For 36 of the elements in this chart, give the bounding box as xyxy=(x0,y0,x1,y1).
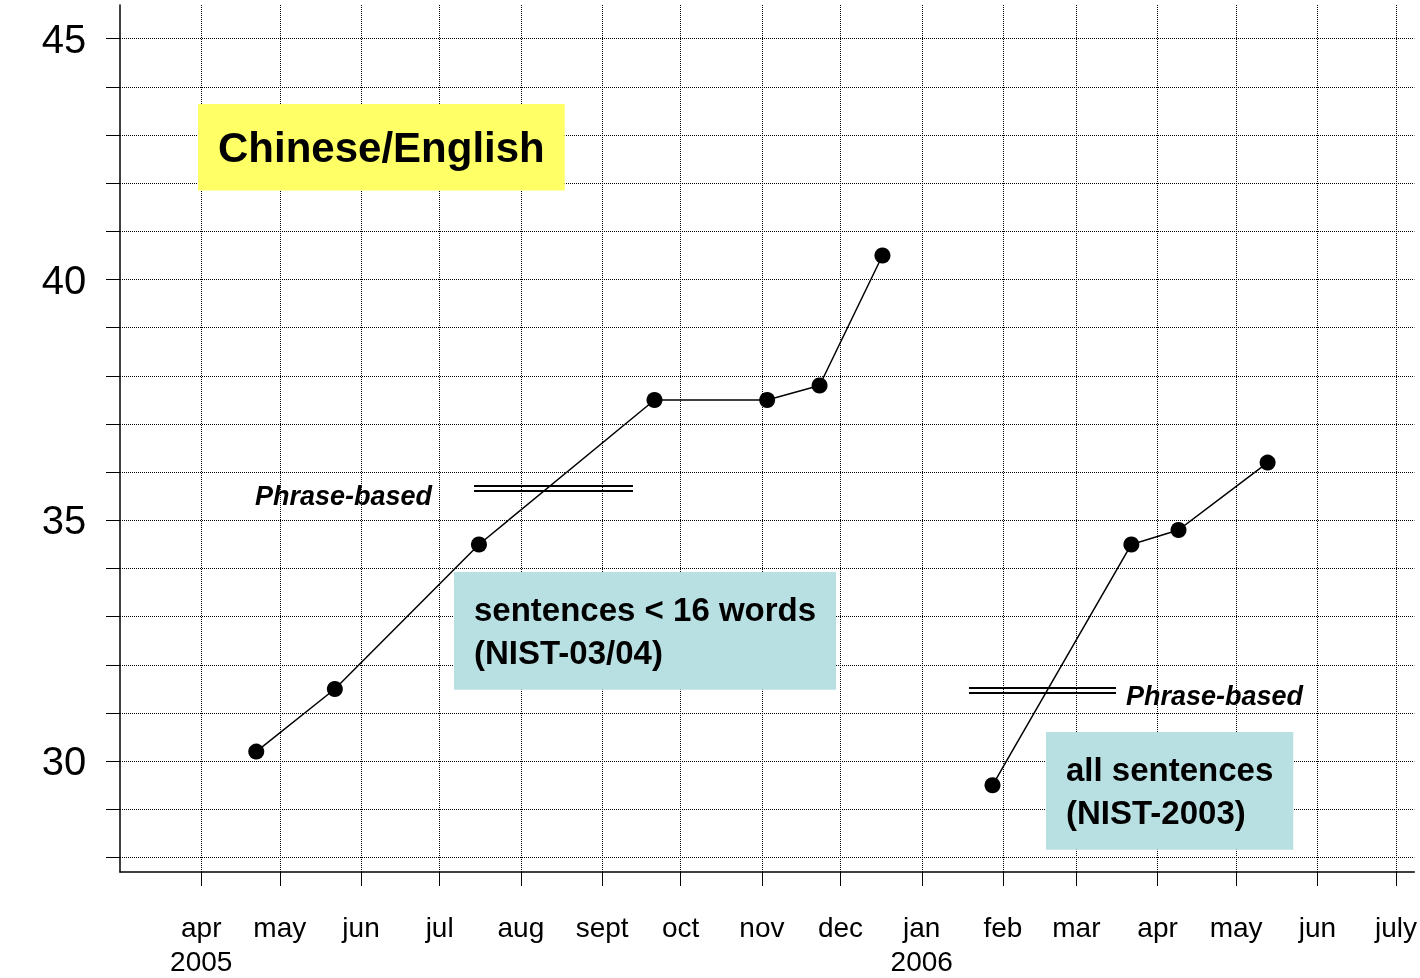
point xyxy=(248,743,265,760)
y-tick-label: 30 xyxy=(41,739,87,784)
point xyxy=(1259,454,1276,471)
annotation: Phrase-based xyxy=(255,480,433,511)
x-tick-label: july xyxy=(1373,911,1417,943)
annotation: Phrase-based xyxy=(1126,680,1304,711)
x-tick-label: jan 2006 xyxy=(890,911,953,977)
point xyxy=(874,247,891,264)
annotation: sentences < 16 words (NIST-03/04) xyxy=(474,590,817,671)
point xyxy=(326,680,343,697)
x-tick-label: may xyxy=(253,911,307,943)
x-tick-label: jun xyxy=(341,911,380,943)
y-tick-label: 35 xyxy=(41,498,87,543)
x-tick-label: aug xyxy=(497,911,545,943)
x-tick-label: feb xyxy=(983,911,1023,943)
annotation: Chinese/English xyxy=(218,123,545,171)
y-tick-label: 40 xyxy=(41,257,87,302)
point xyxy=(1123,536,1140,553)
y-tick-label: 45 xyxy=(41,16,87,61)
x-tick-label: may xyxy=(1209,911,1263,943)
point xyxy=(470,536,487,553)
x-tick-label: nov xyxy=(739,911,785,943)
x-tick-label: apr xyxy=(1137,911,1178,943)
point xyxy=(811,377,828,394)
point xyxy=(984,777,1001,794)
point xyxy=(646,391,663,408)
x-tick-label: jul xyxy=(424,911,454,943)
x-tick-label: mar xyxy=(1052,911,1101,943)
x-tick-label: apr 2005 xyxy=(170,911,233,977)
x-tick-label: sept xyxy=(575,911,629,943)
point xyxy=(1170,522,1187,539)
x-tick-label: jun xyxy=(1297,911,1337,943)
x-tick-label: dec xyxy=(817,911,864,943)
point xyxy=(759,391,776,408)
x-tick-label: oct xyxy=(662,911,700,943)
annotation: all sentences (NIST-2003) xyxy=(1066,750,1274,831)
